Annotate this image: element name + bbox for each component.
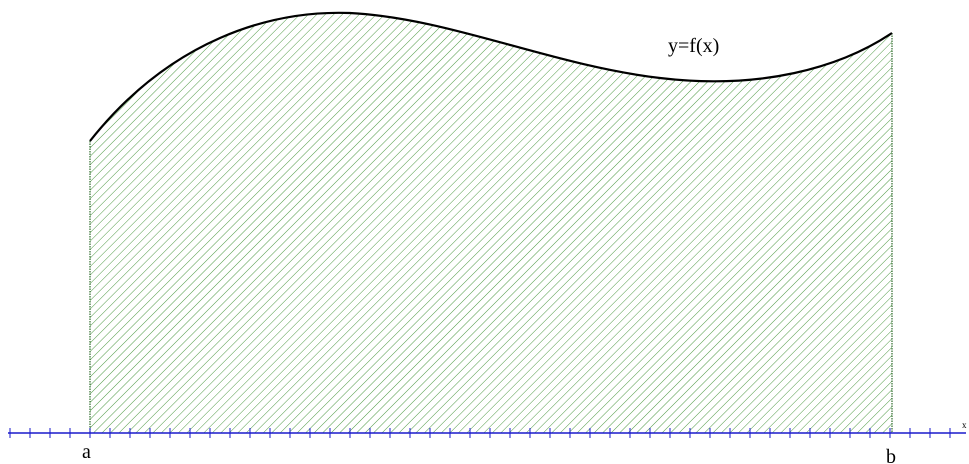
shaded-region [89,12,893,433]
curve-label: y=f(x) [668,35,719,57]
lower-bound-label: a [82,441,91,463]
x-axis [8,428,966,438]
upper-bound-label: b [886,446,896,464]
function-curve [89,11,893,142]
x-axis-ticks [9,428,951,438]
x-axis-label: x [962,420,967,430]
region-fill [90,12,892,433]
